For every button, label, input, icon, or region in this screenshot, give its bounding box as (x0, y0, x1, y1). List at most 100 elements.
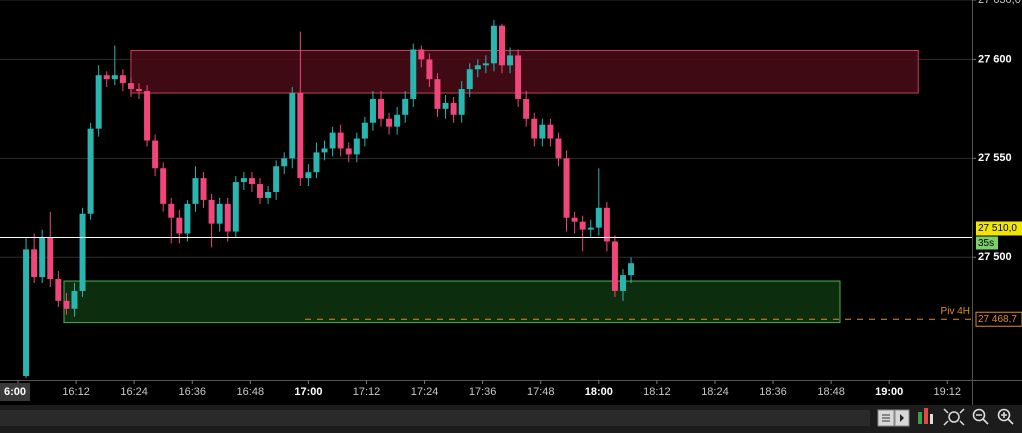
candle-body (523, 98, 530, 119)
candle-body (394, 114, 401, 127)
candle-body (466, 69, 473, 90)
candle-body (474, 65, 481, 70)
candle-body (579, 221, 586, 230)
candle-body (144, 91, 151, 141)
candle-body (337, 132, 344, 149)
candle-body (200, 178, 207, 200)
candle-body (418, 49, 425, 60)
candle-body (450, 102, 457, 115)
x-tick-label: 18:24 (701, 386, 729, 398)
candle-body (127, 83, 134, 90)
scroll-menu-icon (882, 414, 890, 422)
x-tick-label: 18:12 (643, 386, 671, 398)
candle-body (224, 203, 231, 232)
candle-body (321, 148, 328, 153)
candle-body (232, 182, 239, 232)
x-tick-label: 18:00 (585, 386, 613, 398)
candle-body (353, 138, 360, 155)
countdown-box (976, 236, 998, 250)
fit-button[interactable] (943, 408, 965, 426)
candle-body (23, 249, 30, 377)
candle-body (265, 191, 272, 198)
x-tick-label: 17:00 (294, 386, 322, 398)
candle-body (119, 75, 126, 84)
candle-body (386, 118, 393, 127)
toolbar (0, 405, 1022, 433)
candle-body (216, 203, 223, 224)
candle-body (240, 178, 247, 183)
candle-body (152, 140, 159, 169)
candle-body (482, 63, 489, 66)
x-tick-label: 16:48 (237, 386, 265, 398)
candle-body (313, 152, 320, 173)
plot-area: Piv 4H (0, 0, 972, 379)
candle-body (555, 138, 562, 159)
scrollbar-track (0, 410, 870, 426)
candle-body (378, 98, 384, 119)
candle-body (547, 124, 554, 139)
x-tick-label: 19:12 (934, 386, 962, 398)
zoom-in-button[interactable] (997, 408, 1014, 425)
candle-body (587, 227, 594, 230)
scroll-right-icon (900, 414, 904, 422)
candle-body (531, 118, 538, 139)
axes: 27 630,0 27 600 27 550 27 500 6:00 16:12 16:24… (0, 0, 1022, 401)
candle-body (111, 75, 118, 80)
y-tick-label: 27 500 (978, 251, 1012, 263)
candle-body (55, 279, 62, 301)
candle-body (434, 79, 441, 109)
candle-body (426, 59, 433, 80)
candle-body (136, 89, 142, 92)
candle-body (289, 93, 296, 159)
y-tick-label: 27 550 (978, 152, 1012, 164)
x-tick-label: 17:24 (411, 386, 439, 398)
candle-body (31, 249, 38, 278)
candle-body (248, 178, 255, 185)
candle-body (345, 148, 352, 155)
candle-body (611, 241, 618, 291)
candle-body (458, 89, 465, 115)
candle-body (329, 132, 336, 149)
candle-body (39, 237, 46, 278)
y-tick-label: 27 600 (978, 53, 1012, 65)
candle-body (71, 290, 78, 309)
x-tick-label: 16:24 (120, 386, 148, 398)
candle-body (176, 217, 183, 234)
candle-body (369, 98, 376, 123)
candle-body (515, 55, 522, 99)
candle-body (499, 25, 505, 66)
candle-body (361, 122, 368, 139)
candle-body (410, 49, 417, 99)
candle-body (103, 75, 110, 80)
countdown-label: 35s (978, 238, 994, 249)
candle-body (507, 55, 514, 66)
zoom-out-button[interactable] (972, 408, 989, 425)
candle-body (490, 25, 497, 64)
candle-body (402, 98, 409, 115)
x-tick-label: 17:12 (353, 386, 381, 398)
candle-body (305, 172, 312, 179)
x-tick-label: 6:00 (4, 386, 26, 398)
candle-body (620, 275, 626, 291)
zone (63, 280, 841, 324)
candle-body (192, 178, 199, 204)
candle-body (47, 237, 54, 280)
candle-body (603, 207, 610, 242)
x-tick-label: 16:36 (178, 386, 206, 398)
pivot-label: 27 468,7 (978, 314, 1017, 325)
x-tick-label: 18:48 (817, 386, 845, 398)
candle-body (95, 75, 102, 129)
candle-body (273, 166, 280, 192)
price-label: 27 510,0 (978, 223, 1017, 234)
x-tick-label: 19:00 (875, 386, 903, 398)
candle-body (208, 199, 215, 224)
candle-body (595, 207, 602, 228)
price-label-box (976, 221, 1022, 236)
auto-scale-button[interactable] (918, 408, 933, 424)
candle-body (563, 158, 570, 218)
candle-body (571, 217, 578, 222)
candle-body (184, 203, 191, 234)
y-tick-label: 27 630,0 (978, 0, 1021, 6)
